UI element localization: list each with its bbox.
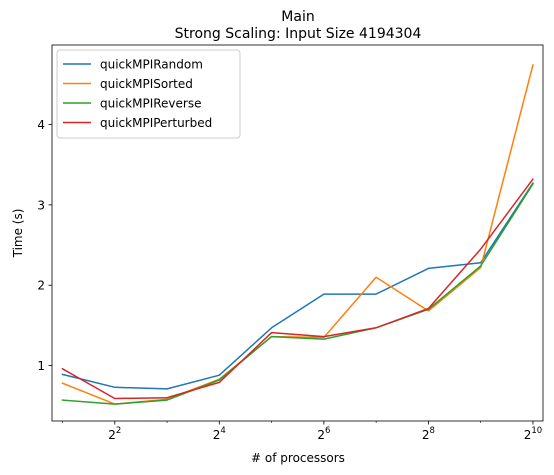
legend-box	[56, 49, 241, 139]
x-tick-exponent: 2	[116, 426, 121, 436]
x-axis-ticks: 22 24 26 28 210	[62, 421, 542, 442]
x-tick-exponent: 4	[220, 426, 225, 436]
x-tick-base: 2	[524, 428, 532, 442]
x-tick-exponent: 8	[430, 426, 435, 436]
plot-frame	[51, 44, 544, 422]
chart-title: Main	[281, 9, 314, 25]
x-tick-label: 28	[422, 426, 435, 442]
legend-label: quickMPISorted	[100, 77, 193, 91]
y-axis-label: Time (s)	[11, 209, 25, 259]
legend: quickMPIRandom quickMPISorted quickMPIReve…	[56, 49, 241, 139]
x-tick-base: 2	[213, 428, 221, 442]
x-tick-base: 2	[422, 428, 430, 442]
legend-label: quickMPIPerturbed	[100, 116, 212, 130]
x-tick-label: 26	[317, 426, 330, 442]
legend-label: quickMPIReverse	[100, 97, 201, 111]
x-tick-label: 22	[108, 426, 121, 442]
y-tick-label: 2	[37, 279, 45, 293]
legend-label: quickMPIRandom	[100, 58, 203, 72]
x-axis-label: # of processors	[251, 451, 345, 465]
series-line-quickMPIReverse	[61, 182, 534, 405]
x-tick-label: 24	[213, 426, 226, 442]
series-line-quickMPIPerturbed	[61, 178, 534, 400]
x-tick-exponent: 6	[325, 426, 330, 436]
x-tick-base: 2	[108, 428, 116, 442]
x-tick-exponent: 10	[531, 426, 542, 436]
chart-subtitle: Strong Scaling: Input Size 4194304	[175, 26, 422, 42]
x-tick-base: 2	[317, 428, 325, 442]
series-layer	[61, 64, 534, 405]
y-tick-label: 3	[37, 198, 45, 212]
y-axis-ticks: 1 2 3 4	[37, 118, 52, 373]
y-tick-label: 1	[37, 359, 45, 373]
x-tick-label: 210	[524, 426, 542, 442]
y-tick-label: 4	[37, 118, 45, 132]
series-line-quickMPIRandom	[61, 182, 534, 390]
